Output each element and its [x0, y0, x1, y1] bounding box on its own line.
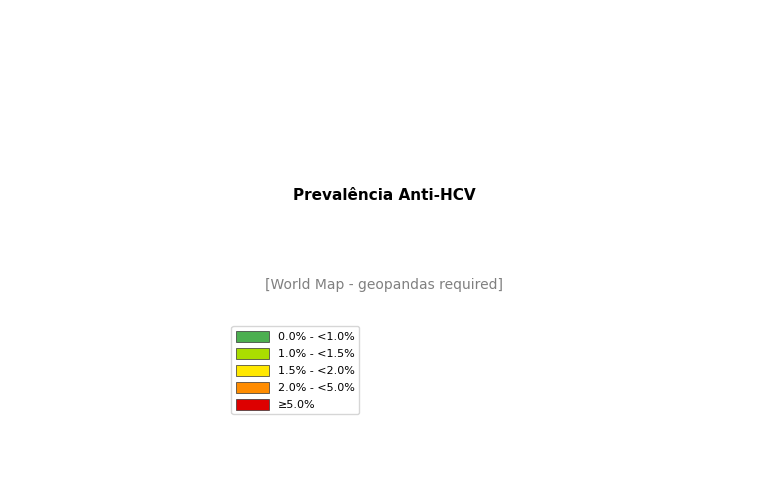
Text: [World Map - geopandas required]: [World Map - geopandas required]: [265, 278, 503, 292]
Legend: 0.0% - <1.0%, 1.0% - <1.5%, 1.5% - <2.0%, 2.0% - <5.0%, ≥5.0%: 0.0% - <1.0%, 1.0% - <1.5%, 1.5% - <2.0%…: [231, 326, 359, 414]
Text: Prevalência Anti-HCV: Prevalência Anti-HCV: [293, 188, 475, 203]
